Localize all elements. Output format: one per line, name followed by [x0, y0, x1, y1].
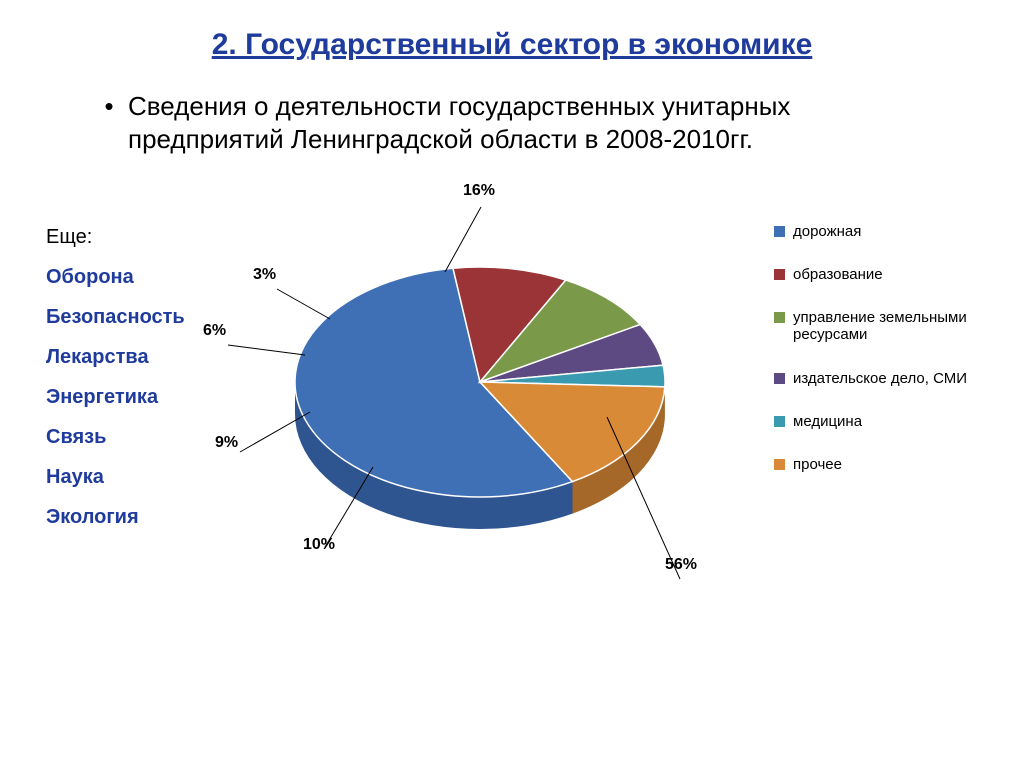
side-list-item: Энергетика: [46, 377, 185, 417]
legend-item: издательское дело, СМИ: [774, 370, 984, 387]
side-list: Еще: Оборона Безопасность Лекарства Энер…: [46, 217, 185, 537]
subtitle-text: Сведения о деятельности государственных …: [128, 90, 948, 157]
slice-percent-label: 9%: [215, 434, 238, 451]
legend-swatch: [774, 416, 785, 427]
slice-percent-label: 6%: [203, 322, 226, 339]
pie-chart: 56% 10% 9% 6% 3% 16%: [195, 177, 735, 597]
slice-percent-label: 3%: [253, 266, 276, 283]
slice-percent-label: 56%: [665, 556, 697, 573]
slice-percent-label: 16%: [463, 182, 495, 199]
bullet-icon: •: [90, 90, 128, 123]
legend-label: дорожная: [793, 223, 861, 240]
subtitle: •Сведения о деятельности государственных…: [0, 62, 1024, 157]
legend-item: прочее: [774, 456, 984, 473]
legend-label: издательское дело, СМИ: [793, 370, 967, 387]
side-list-header: Еще:: [46, 217, 185, 257]
leader-line: [277, 289, 330, 319]
legend-swatch: [774, 226, 785, 237]
leader-line: [228, 345, 305, 355]
legend: дорожная образование управление земельными…: [774, 223, 984, 474]
pie-svg: 56% 10% 9% 6% 3% 16%: [195, 177, 735, 597]
side-list-item: Экология: [46, 497, 185, 537]
legend-item: медицина: [774, 413, 984, 430]
side-list-item: Лекарства: [46, 337, 185, 377]
leader-line: [445, 207, 481, 272]
side-list-item: Оборона: [46, 257, 185, 297]
legend-item: дорожная: [774, 223, 984, 240]
page-title: 2. Государственный сектор в экономике: [0, 0, 1024, 62]
legend-swatch: [774, 373, 785, 384]
legend-swatch: [774, 312, 785, 323]
legend-item: образование: [774, 266, 984, 283]
slice-percent-label: 10%: [303, 536, 335, 553]
legend-label: прочее: [793, 456, 842, 473]
side-list-item: Безопасность: [46, 297, 185, 337]
legend-swatch: [774, 269, 785, 280]
legend-label: медицина: [793, 413, 862, 430]
legend-swatch: [774, 459, 785, 470]
legend-label: образование: [793, 266, 883, 283]
side-list-item: Связь: [46, 417, 185, 457]
legend-label: управление земельными ресурсами: [793, 309, 984, 344]
side-list-item: Наука: [46, 457, 185, 497]
legend-item: управление земельными ресурсами: [774, 309, 984, 344]
